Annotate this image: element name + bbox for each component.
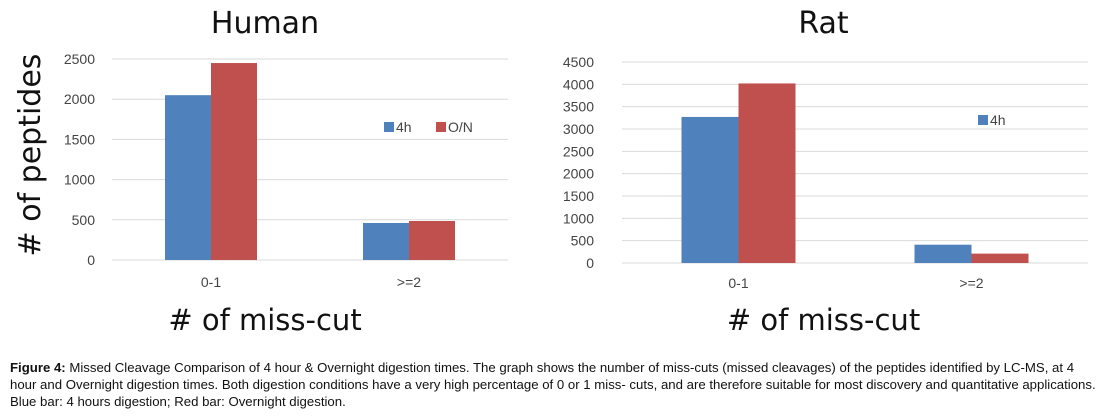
bar <box>971 253 1029 263</box>
y-tick-label: 0 <box>586 255 594 271</box>
chart-plot-human: 0 500 1000 1500 2000 2500 0-1 >=2 4h O/N <box>64 51 508 290</box>
chart-human: Human # of peptides 0 500 1000 1500 2000 2500… <box>0 0 530 345</box>
legend-label: 4h <box>990 112 1006 128</box>
chart-rat: Rat 0 500 1000 1500 2000 2500 3000 3500 4000 4500… <box>540 0 1107 345</box>
legend-label: 4h <box>396 119 412 135</box>
chart-title: Human <box>210 6 320 41</box>
y-tick-label: 2500 <box>64 51 95 67</box>
y-tick-label: 4500 <box>563 54 594 70</box>
bar <box>165 95 211 261</box>
x-tick-label: 0-1 <box>201 274 221 290</box>
y-tick-label: 2500 <box>563 143 594 159</box>
bar <box>914 244 972 263</box>
y-tick-label: 500 <box>571 233 595 249</box>
x-tick-label: 0-1 <box>728 275 748 291</box>
figure-caption: Figure 4: Missed Cleavage Comparison of … <box>10 359 1098 410</box>
y-tick-label: 3000 <box>563 121 594 137</box>
x-tick-label: >=2 <box>397 274 421 290</box>
x-axis-label: # of miss-cut <box>168 303 362 337</box>
bar <box>211 63 257 260</box>
y-tick-label: 0 <box>87 252 95 268</box>
y-tick-label: 2000 <box>64 91 95 107</box>
y-tick-label: 4000 <box>563 76 594 92</box>
legend-swatch <box>436 122 446 132</box>
x-tick-label: >=2 <box>959 275 983 291</box>
caption-label: Figure 4: <box>10 360 66 375</box>
y-tick-label: 1000 <box>64 172 95 188</box>
y-tick-label: 2000 <box>563 166 594 182</box>
y-tick-label: 3500 <box>563 99 594 115</box>
bar <box>738 83 796 263</box>
chart-plot-rat: 0 500 1000 1500 2000 2500 3000 3500 4000 4500 0-1 >… <box>563 54 1088 291</box>
y-tick-label: 1500 <box>563 188 594 204</box>
caption-text: Missed Cleavage Comparison of 4 hour & O… <box>10 360 1096 409</box>
legend-label: O/N <box>448 119 473 135</box>
bar <box>409 221 455 260</box>
x-axis-label: # of miss-cut <box>726 303 921 337</box>
y-tick-label: 1500 <box>64 131 95 147</box>
y-tick-label: 1000 <box>563 210 594 226</box>
bar <box>681 116 739 263</box>
y-tick-label: 500 <box>72 212 96 228</box>
chart-title: Rat <box>798 6 849 41</box>
legend-swatch <box>978 115 988 125</box>
bar <box>363 223 409 260</box>
legend-swatch <box>384 122 394 132</box>
